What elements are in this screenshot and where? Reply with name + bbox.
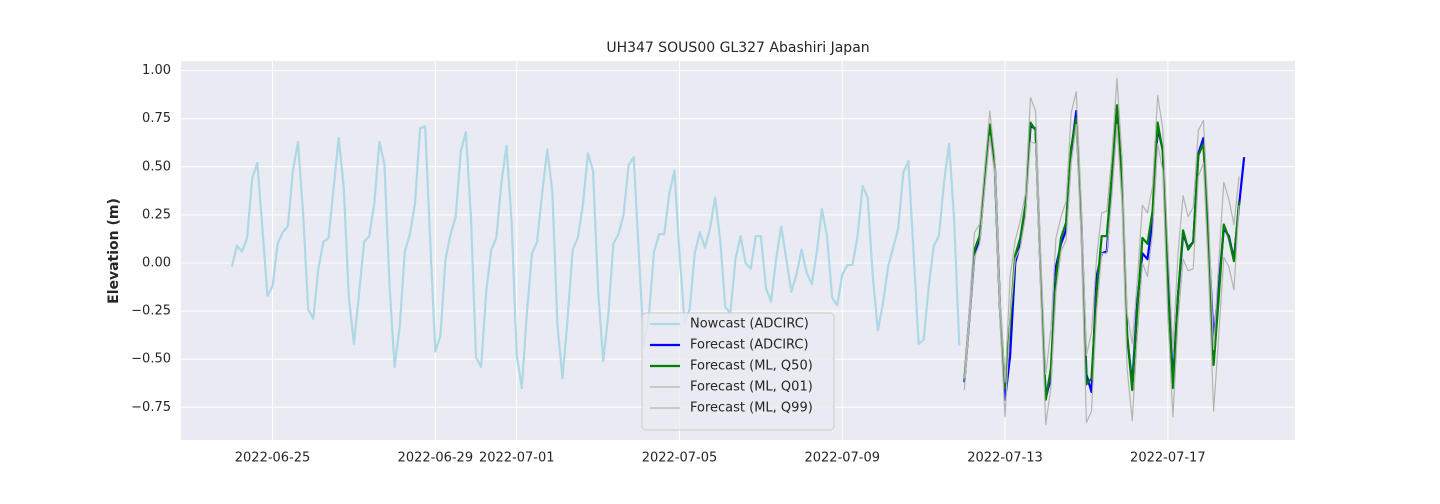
y-tick-label: −0.25 xyxy=(131,304,171,319)
y-tick-label: 0.00 xyxy=(142,256,171,271)
y-tick-label: 0.75 xyxy=(142,111,171,126)
x-tick-label: 2022-06-25 xyxy=(235,451,311,466)
legend-label: Forecast (ML, Q50) xyxy=(690,359,813,374)
y-tick-label: 0.25 xyxy=(142,207,171,222)
legend-box xyxy=(641,312,835,431)
series-line xyxy=(963,77,1240,383)
y-tick-label: −0.50 xyxy=(131,352,171,367)
x-tick-label: 2022-07-09 xyxy=(804,451,880,466)
x-tick-label: 2022-07-05 xyxy=(642,451,718,466)
x-tick-label: 2022-07-01 xyxy=(479,451,555,466)
y-axis-label: Elevation (m) xyxy=(106,198,122,304)
legend-label: Forecast (ML, Q01) xyxy=(690,380,813,395)
legend-label: Forecast (ML, Q99) xyxy=(690,401,813,416)
x-tick-label: 2022-07-17 xyxy=(1130,451,1206,466)
x-tick-label: 2022-06-29 xyxy=(398,451,474,466)
chart-title: UH347 SOUS00 GL327 Abashiri Japan xyxy=(606,40,869,56)
y-tick-label: −0.75 xyxy=(131,400,171,415)
x-tick-label: 2022-07-13 xyxy=(967,451,1043,466)
y-tick-label: 0.50 xyxy=(142,159,171,174)
legend-label: Nowcast (ADCIRC) xyxy=(690,317,809,332)
series-line xyxy=(963,123,1240,426)
legend-label: Forecast (ADCIRC) xyxy=(690,338,809,353)
series-line xyxy=(230,125,961,390)
legend: Nowcast (ADCIRC) Forecast (ADCIRC) Forecas… xyxy=(641,312,835,431)
y-tick-label: 1.00 xyxy=(142,63,171,78)
